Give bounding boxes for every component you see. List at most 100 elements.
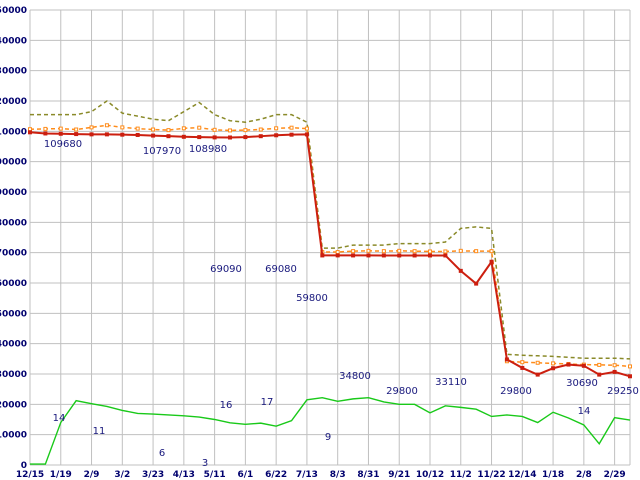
grid-lines	[29, 9, 631, 466]
x-axis-tick-label: 7/13	[296, 470, 318, 480]
series-marker-price	[520, 365, 525, 370]
series-marker-price	[58, 131, 63, 136]
series-marker-price	[504, 357, 509, 362]
series-marker-mid-band	[628, 364, 632, 369]
series-marker-price	[535, 372, 540, 377]
series-marker-mid-band	[489, 249, 494, 254]
series-marker-price	[243, 135, 248, 140]
price-point-label: 30690	[566, 378, 598, 389]
y-axis-tick-label: 120000	[0, 97, 27, 107]
x-axis-tick-label: 8/3	[330, 470, 346, 480]
y-axis-tick-label: 80000	[0, 218, 27, 228]
series-marker-mid-band	[135, 126, 140, 131]
series-marker-mid-band	[89, 125, 94, 130]
x-axis-tick-label: 1/19	[50, 470, 72, 480]
x-axis-tick-label: 11/22	[477, 470, 505, 480]
volume-series-line	[30, 396, 631, 465]
series-marker-price	[381, 253, 386, 258]
series-line-mid-band	[29, 124, 631, 368]
price-point-label: 109680	[44, 139, 82, 150]
x-axis-tick-label: 2/8	[576, 470, 592, 480]
series-marker-price	[458, 268, 463, 273]
y-axis-tick-label: 40000	[0, 340, 27, 350]
price-point-label: 108980	[189, 144, 227, 155]
x-axis-tick-label: 11/2	[450, 470, 472, 480]
series-line-price	[29, 131, 631, 378]
volume-point-label: 14	[53, 413, 66, 424]
series-marker-price	[489, 259, 494, 264]
series-marker-price	[274, 133, 279, 138]
series-marker-mid-band	[228, 128, 232, 133]
x-axis-ticks: 12/15 1/19 2/9 3/2 3/23 4/13 5/11 6/1 6/22 7/13 8/…	[16, 470, 626, 480]
series-marker-mid-band	[58, 126, 63, 131]
series-marker-mid-band	[397, 248, 402, 253]
series-marker-price	[197, 135, 202, 140]
series-marker-price	[612, 369, 617, 374]
series-marker-mid-band	[351, 249, 356, 254]
series-marker-price	[151, 133, 156, 138]
volume-point-label: 3	[202, 458, 208, 469]
series-marker-mid-band	[551, 361, 556, 366]
volume-point-label: 17	[261, 397, 274, 408]
y-axis-tick-label: 90000	[0, 188, 27, 198]
series-marker-mid-band	[381, 249, 386, 254]
price-point-label: 29800	[500, 386, 532, 397]
series-marker-mid-band	[428, 249, 432, 254]
series-marker-mid-band	[366, 248, 371, 253]
x-axis-tick-label: 5/11	[204, 470, 226, 480]
y-axis-tick-label: 20000	[0, 400, 27, 410]
price-point-label: 59800	[296, 293, 328, 304]
series-marker-price	[335, 253, 340, 258]
series-marker-price	[412, 253, 417, 258]
y-axis-tick-label: 150000	[0, 6, 27, 16]
series-marker-price	[289, 132, 294, 137]
series-marker-mid-band	[274, 126, 279, 131]
series-marker-mid-band	[597, 362, 602, 367]
series-marker-price	[104, 132, 109, 137]
x-axis-tick-label: 10/12	[416, 470, 444, 480]
series-marker-price	[397, 253, 402, 258]
series-marker-price	[43, 131, 48, 136]
series-marker-price	[212, 135, 217, 140]
series-marker-price	[566, 362, 571, 367]
series-marker-price	[120, 132, 125, 137]
x-axis-tick-label: 9/21	[388, 470, 410, 480]
x-axis-tick-label: 1/18	[542, 470, 564, 480]
price-series-lines	[28, 100, 632, 379]
series-marker-mid-band	[258, 127, 263, 132]
x-axis-tick-label: 6/1	[237, 470, 253, 480]
y-axis-tick-label: 30000	[0, 370, 27, 380]
volume-point-label: 14	[578, 406, 591, 417]
series-marker-mid-band	[43, 126, 48, 131]
series-marker-mid-band	[335, 250, 340, 255]
price-point-label: 69090	[210, 264, 242, 275]
series-marker-price	[228, 135, 232, 140]
series-marker-mid-band	[612, 363, 617, 368]
series-marker-mid-band	[151, 127, 156, 132]
series-marker-price	[258, 134, 263, 139]
series-marker-price	[351, 253, 356, 258]
volume-data-labels: 14 11 6 3 16 17 9 14	[53, 397, 591, 469]
volume-point-label: 6	[159, 448, 165, 459]
series-marker-price	[74, 132, 79, 137]
x-axis-tick-label: 6/22	[265, 470, 287, 480]
series-marker-price	[474, 281, 479, 286]
series-marker-mid-band	[74, 127, 79, 132]
series-marker-price	[597, 372, 602, 377]
x-axis-tick-label: 3/23	[142, 470, 164, 480]
y-axis-tick-label: 100000	[0, 158, 27, 168]
series-marker-price	[443, 253, 448, 258]
x-axis-tick-label: 12/14	[508, 470, 536, 480]
y-axis-tick-label: 110000	[0, 127, 27, 137]
y-axis-tick-label: 0	[21, 461, 27, 471]
price-point-label: 29800	[386, 386, 418, 397]
series-marker-price	[28, 130, 32, 135]
x-axis-tick-label: 4/13	[173, 470, 195, 480]
series-marker-price	[304, 132, 309, 137]
series-marker-mid-band	[28, 127, 32, 132]
series-marker-mid-band	[304, 126, 309, 131]
y-axis-tick-label: 50000	[0, 309, 27, 319]
series-marker-mid-band	[120, 125, 125, 130]
series-marker-mid-band	[520, 360, 525, 365]
